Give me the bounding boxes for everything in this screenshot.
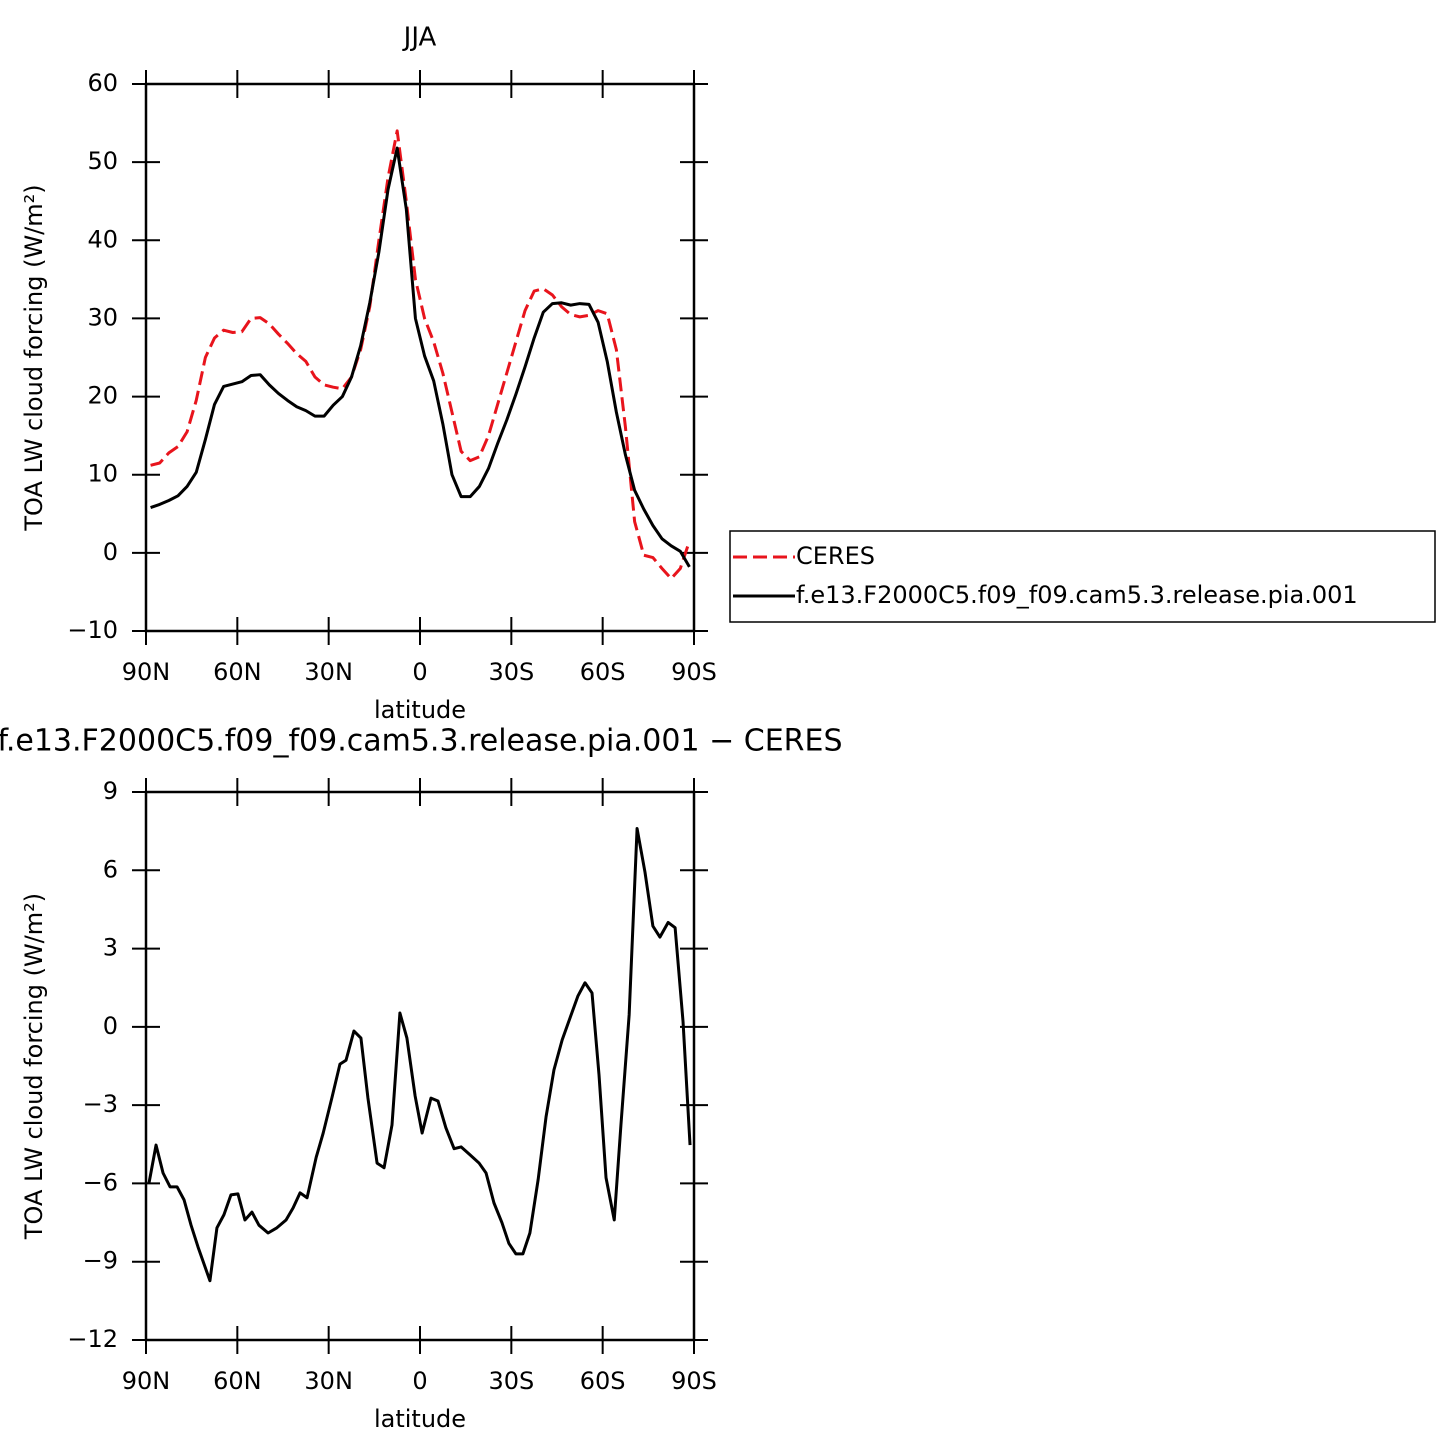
x-tick-label: 30S: [488, 1367, 534, 1395]
y-tick-label: 10: [87, 460, 118, 488]
x-tick-label: 90S: [671, 1367, 717, 1395]
x-tick-label: 60S: [580, 658, 626, 686]
y-tick-label: 30: [87, 303, 118, 331]
x-tick-label: 60S: [580, 1367, 626, 1395]
x-tick-label: 90S: [671, 658, 717, 686]
y-tick-label: −10: [67, 616, 118, 644]
y-tick-label: 9: [103, 777, 118, 805]
x-tick-label: 30N: [304, 658, 353, 686]
data-line: [147, 827, 692, 1283]
y-tick-label: 3: [103, 934, 118, 962]
y-axis-label: TOA LW cloud forcing (W/m²): [20, 184, 48, 531]
plot-frame: [144, 790, 696, 1342]
data-line: [150, 146, 691, 568]
y-tick-label: 60: [87, 69, 118, 97]
x-axis-label: latitude: [374, 1405, 466, 1433]
y-tick-label: 6: [103, 855, 118, 883]
x-tick-label: 90N: [122, 1367, 171, 1395]
x-tick-label: 60N: [213, 1367, 262, 1395]
y-tick-label: 0: [103, 1012, 118, 1040]
y-axis-label: TOA LW cloud forcing (W/m²): [20, 893, 48, 1240]
chart-title: f.e13.F2000C5.f09_f09.cam5.3.release.pia…: [0, 724, 843, 759]
y-tick-label: 50: [87, 147, 118, 175]
x-tick-label: 0: [412, 1367, 427, 1395]
x-tick-label: 30N: [304, 1367, 353, 1395]
y-tick-label: 20: [87, 382, 118, 410]
data-line: [150, 129, 691, 581]
legend-label: CERES: [796, 542, 875, 570]
y-tick-label: 0: [103, 538, 118, 566]
x-tick-label: 0: [412, 658, 427, 686]
legend: CERES f.e13.F2000C5.f09_f09.cam5.3.releas…: [729, 530, 1436, 623]
legend-box: [729, 530, 1436, 623]
y-tick-label: 40: [87, 225, 118, 253]
chart-title: JJA: [402, 23, 437, 53]
y-tick-label: −12: [67, 1325, 118, 1353]
plot-frame: [144, 82, 696, 633]
y-tick-label: −3: [83, 1090, 118, 1118]
y-tick-label: −9: [83, 1247, 118, 1275]
legend-label: f.e13.F2000C5.f09_f09.cam5.3.release.pia…: [796, 581, 1358, 609]
x-axis-label: latitude: [374, 696, 466, 724]
y-tick-label: −6: [83, 1168, 118, 1196]
x-tick-label: 90N: [122, 658, 171, 686]
x-tick-label: 30S: [488, 658, 534, 686]
x-tick-label: 60N: [213, 658, 262, 686]
